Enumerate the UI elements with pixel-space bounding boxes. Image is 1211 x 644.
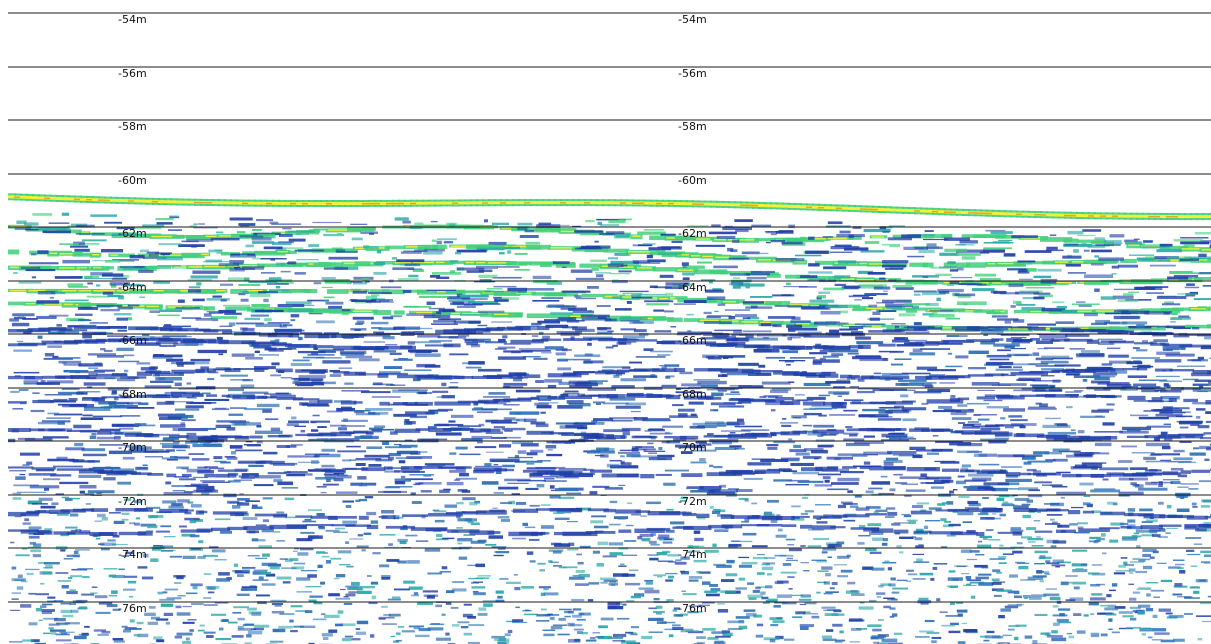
depth-label-right: -64m: [678, 281, 707, 294]
depth-label-right: -66m: [678, 334, 707, 347]
depth-label-left: -62m: [118, 227, 147, 240]
depth-label-left: -54m: [118, 13, 147, 26]
depth-label-left: -56m: [118, 67, 147, 80]
depth-label-left: -66m: [118, 334, 147, 347]
depth-label-right: -56m: [678, 67, 707, 80]
depth-label-right: -62m: [678, 227, 707, 240]
depth-label-left: -70m: [118, 441, 147, 454]
depth-label-right: -58m: [678, 120, 707, 133]
depth-label-right: -72m: [678, 495, 707, 508]
depth-label-right: -76m: [678, 602, 707, 615]
depth-label-left: -74m: [118, 548, 147, 561]
depth-label-left: -60m: [118, 174, 147, 187]
depth-label-right: -54m: [678, 13, 707, 26]
depth-label-left: -72m: [118, 495, 147, 508]
depth-label-right: -74m: [678, 548, 707, 561]
depth-grid: -54m -54m -56m -56m -58m -58m -60m -60m -62m -62m…: [8, 12, 1211, 615]
depth-label-right: -60m: [678, 174, 707, 187]
depth-label-left: -76m: [118, 602, 147, 615]
depth-label-left: -58m: [118, 120, 147, 133]
depth-label-right: -68m: [678, 388, 707, 401]
depth-label-left: -68m: [118, 388, 147, 401]
depth-label-right: -70m: [678, 441, 707, 454]
reflector-texture: [8, 193, 1211, 644]
depth-label-left: -64m: [118, 281, 147, 294]
